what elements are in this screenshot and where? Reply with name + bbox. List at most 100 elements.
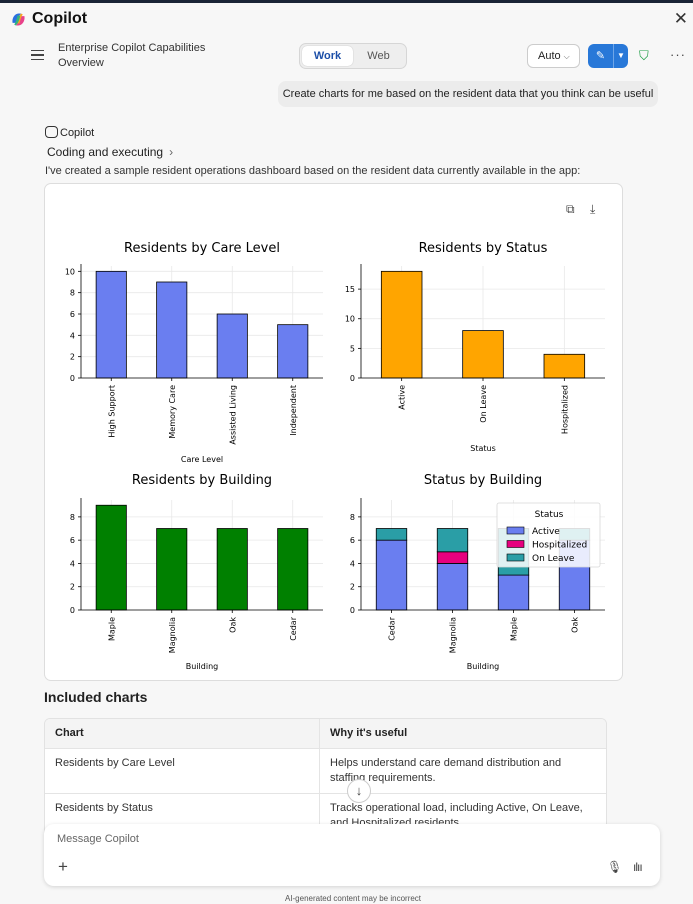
chevron-down-icon: ⌵	[563, 52, 570, 61]
message-input[interactable]: Message Copilot	[57, 833, 139, 845]
chart-title: Residents by Care Level	[124, 241, 280, 256]
bar	[543, 353, 586, 379]
mode-toggle: Work Web	[299, 43, 407, 69]
legend-swatch	[506, 553, 525, 562]
window-top-border	[0, 0, 693, 3]
y-tick-label: 5	[350, 344, 355, 353]
y-tick-label: 6	[350, 536, 355, 545]
x-tick-label: Magnolia	[168, 617, 177, 653]
assistant-intro: I've created a sample resident operation…	[45, 165, 581, 177]
table-header-cell: Why it's useful	[330, 727, 408, 739]
chevron-right-icon: ›	[169, 145, 174, 159]
conversation-title: Enterprise Copilot Capabilities Overview	[58, 42, 206, 69]
x-tick-label: Magnolia	[449, 617, 458, 653]
dashboard-charts: Residents by Care Level 0 2 4 6 8 10 High Suppo…	[65, 241, 605, 671]
new-chat-button[interactable]: ✎ ▼	[588, 44, 628, 68]
bar	[462, 330, 504, 379]
y-tick-label: 8	[70, 289, 75, 298]
app-title: Copilot	[32, 10, 88, 27]
y-tick-label: 0	[350, 606, 355, 615]
voice-icon[interactable]: ılıı	[633, 860, 643, 874]
coding-step[interactable]: Coding and executing ›	[47, 145, 173, 159]
assistant-name: Copilot	[60, 127, 95, 139]
bar	[277, 528, 309, 611]
bar	[95, 504, 127, 611]
y-tick-label: 8	[70, 513, 75, 522]
y-tick-label: 15	[345, 285, 355, 294]
y-tick-label: 10	[345, 315, 355, 324]
legend-label: Hospitalized	[532, 541, 587, 551]
y-tick-label: 4	[350, 559, 355, 568]
bar	[156, 281, 188, 379]
legend-swatch	[506, 540, 525, 548]
bar-segment	[436, 551, 469, 564]
assistant-label: Copilot	[45, 126, 94, 139]
download-icon[interactable]: ⤓	[590, 202, 596, 216]
chart-title: Residents by Building	[132, 473, 272, 488]
x-axis-label: Building	[467, 662, 499, 671]
legend-swatch	[506, 526, 525, 535]
model-select-value: Auto	[538, 50, 561, 62]
arrow-down-icon[interactable]: ↓	[347, 779, 371, 803]
title-bar: Copilot ✕	[0, 3, 693, 35]
x-axis-label: Care Level	[181, 455, 223, 464]
included-charts-table: Chart Why it's useful Residents by Care …	[44, 718, 607, 839]
y-tick-label: 4	[70, 559, 75, 568]
bar	[277, 324, 309, 379]
mic-icon[interactable]: 🎙	[607, 860, 623, 874]
bar	[156, 528, 188, 611]
copilot-icon	[45, 126, 58, 138]
legend-label: On Leave	[532, 554, 575, 564]
bar-segment	[497, 574, 530, 611]
more-icon[interactable]: ···	[670, 47, 686, 62]
legend-box	[496, 502, 601, 568]
bar-segment	[436, 528, 469, 553]
y-tick-label: 4	[70, 331, 75, 340]
table-cell: Residents by Status	[45, 794, 320, 838]
edit-icon[interactable]: ✎	[588, 44, 614, 68]
x-tick-label: Hospitalized	[560, 385, 569, 434]
legend-title: Status	[535, 510, 564, 520]
coding-step-label: Coding and executing	[47, 145, 164, 159]
y-tick-label: 2	[350, 583, 355, 592]
user-message: Create charts for me based on the reside…	[278, 81, 658, 107]
tab-web[interactable]: Web	[367, 50, 390, 62]
y-tick-label: 6	[70, 536, 75, 545]
bar-segment	[375, 528, 408, 541]
bar-segment	[375, 539, 408, 611]
x-axis-label: Building	[186, 662, 218, 671]
y-tick-label: 2	[70, 353, 75, 362]
y-tick-label: 0	[350, 374, 355, 383]
x-tick-label: On Leave	[479, 385, 488, 423]
bar	[380, 270, 423, 379]
table-row: Residents by Care Level Helps understand…	[45, 748, 606, 793]
plus-icon[interactable]: +	[58, 857, 68, 876]
x-tick-label: Oak	[571, 617, 580, 633]
x-tick-label: Oak	[228, 617, 237, 633]
x-tick-label: Maple	[107, 617, 116, 641]
chart-title: Status by Building	[424, 473, 542, 488]
y-tick-label: 0	[70, 374, 75, 383]
chevron-down-icon[interactable]: ▼	[617, 51, 625, 60]
image-icon[interactable]: ⧉	[566, 202, 575, 216]
composer: Message Copilot + 🎙 ılıı	[44, 824, 660, 886]
menu-icon[interactable]	[31, 50, 44, 63]
y-tick-label: 0	[70, 606, 75, 615]
chart-card: Residents by Care Level 0 2 4 6 8 10 High Suppo…	[44, 183, 623, 681]
copilot-logo-icon	[12, 13, 25, 26]
x-tick-label: Maple	[510, 617, 519, 641]
disclaimer: AI-generated content may be incorrect	[284, 894, 422, 903]
x-tick-label: Independent	[289, 385, 298, 436]
y-tick-label: 2	[70, 583, 75, 592]
model-select[interactable]: Auto ⌵	[527, 44, 580, 68]
legend-label: Active	[532, 527, 560, 537]
x-tick-label: Assisted Living	[228, 385, 237, 445]
close-icon[interactable]: ✕	[673, 9, 688, 28]
bar	[95, 270, 127, 379]
included-charts-heading: Included charts	[44, 689, 148, 705]
table-header-row: Chart Why it's useful	[45, 719, 606, 748]
bar	[216, 528, 248, 611]
tab-work[interactable]: Work	[302, 46, 353, 66]
y-tick-label: 10	[65, 267, 75, 276]
shield-icon[interactable]: ⛉	[639, 48, 649, 63]
